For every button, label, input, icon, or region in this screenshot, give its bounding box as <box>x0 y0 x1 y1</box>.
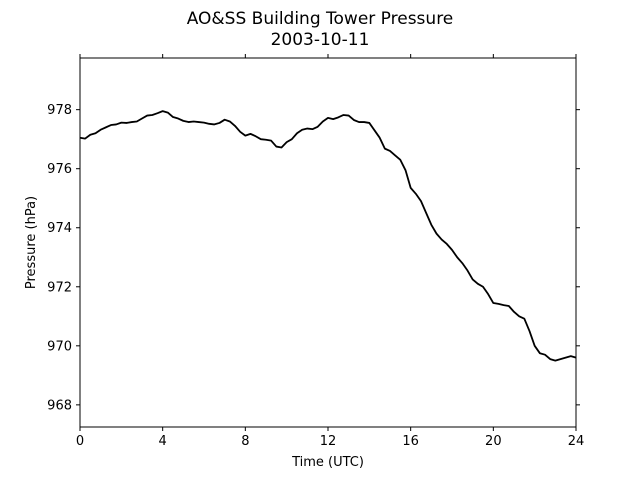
x-tick-label: 0 <box>76 434 84 449</box>
y-tick-label: 968 <box>47 398 72 413</box>
chart-title: AO&SS Building Tower Pressure <box>187 9 454 29</box>
x-tick-label: 12 <box>320 434 337 449</box>
x-tick-label: 20 <box>485 434 502 449</box>
y-tick-label: 974 <box>47 221 72 236</box>
plot-frame <box>79 57 577 428</box>
x-tick-label: 16 <box>402 434 419 449</box>
y-tick-label: 972 <box>47 280 72 295</box>
y-tick-label: 970 <box>47 339 72 354</box>
chart-subtitle: 2003-10-11 <box>271 30 370 50</box>
series-layer <box>79 110 577 362</box>
y-tick-label: 978 <box>47 103 72 118</box>
y-tick-label: 976 <box>47 162 72 177</box>
x-axis-ticks: 0 4 8 12 16 20 24 <box>76 54 584 449</box>
y-axis-label: Pressure (hPa) <box>24 196 39 289</box>
x-tick-label: 8 <box>241 434 249 449</box>
x-axis-label: Time (UTC) <box>291 455 364 470</box>
x-tick-label: 4 <box>159 434 167 449</box>
pressure-series-line <box>79 110 577 362</box>
y-axis-ticks: 968 970 972 974 976 978 <box>47 103 580 413</box>
x-tick-label: 24 <box>568 434 585 449</box>
